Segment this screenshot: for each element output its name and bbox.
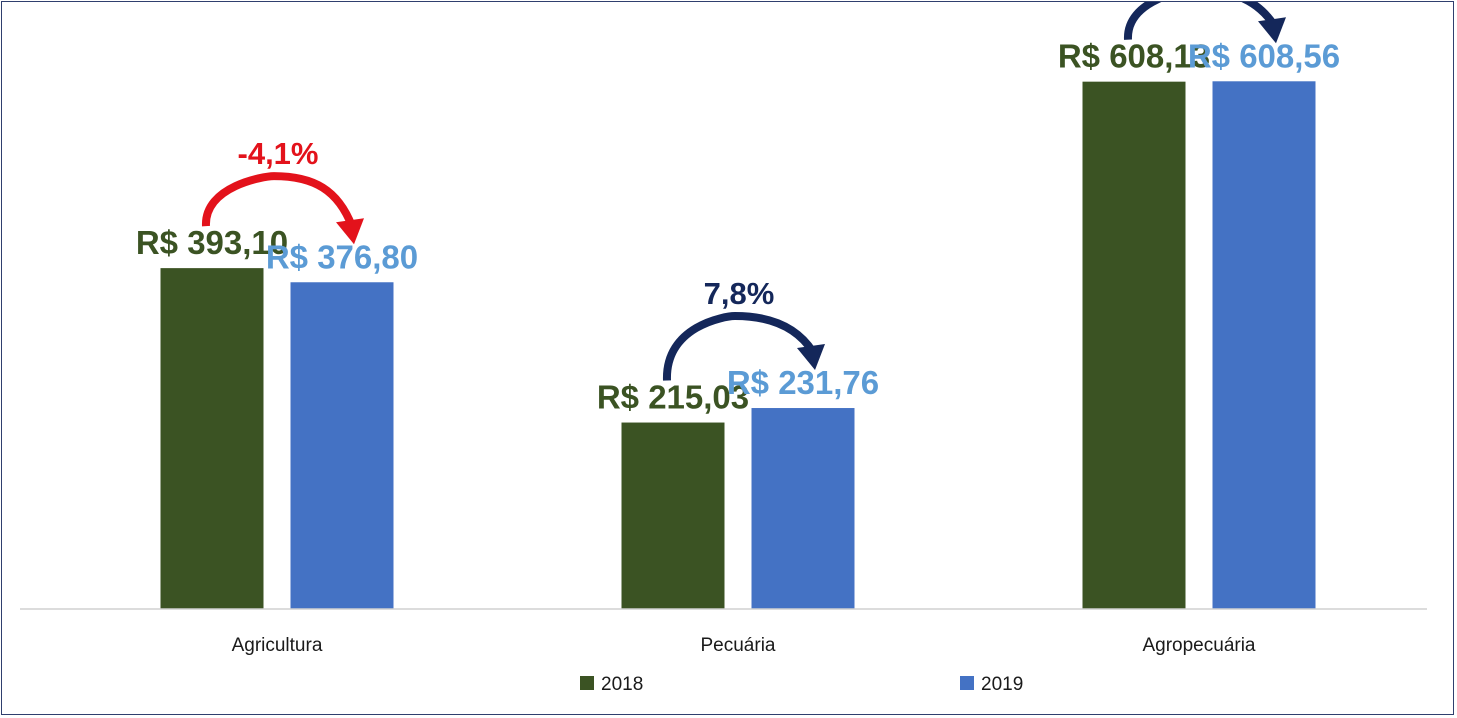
labels-layer: R$ 393,10R$ 376,80 -4,1% Agricultura R$ 215… — [136, 37, 1340, 656]
change-arrow-shaft — [1123, 2, 1278, 40]
change-label-pecuária: 7,8% — [704, 276, 775, 311]
change-arrow-pecuária — [662, 312, 825, 381]
change-arrow-shaft — [201, 172, 356, 228]
legend-label-2019: 2019 — [981, 674, 1023, 695]
legend-item-2018: 2018 — [580, 674, 643, 695]
legend-swatch-2018 — [580, 676, 594, 690]
change-arrow-shaft — [662, 312, 817, 381]
change-arrow-agricultura — [201, 172, 364, 245]
legend-label-2018: 2018 — [601, 674, 643, 695]
bar-2019-pecuária — [751, 408, 855, 609]
legend-item-2019: 2019 — [960, 674, 1023, 695]
change-arrow-head — [1258, 17, 1286, 44]
bar-2018-agropecuária — [1082, 81, 1186, 609]
data-label-2018-agropecuária: R$ 608,13 — [1058, 38, 1210, 75]
bar-2019-agropecuária — [1212, 81, 1316, 609]
category-label-agropecuária: Agropecuária — [1142, 635, 1255, 656]
change-arrow-head — [336, 218, 364, 245]
bar-2019-agricultura — [290, 282, 394, 609]
category-label-agricultura: Agricultura — [232, 635, 323, 656]
change-arrows-layer — [201, 2, 1286, 381]
data-label-2019-agropecuária: R$ 608,56 — [1188, 37, 1340, 74]
change-label-agricultura: -4,1% — [238, 136, 319, 171]
change-arrow-agropecuária — [1123, 2, 1286, 44]
bar-2018-pecuária — [621, 422, 725, 609]
change-arrow-head — [797, 344, 825, 371]
data-label-2018-pecuária: R$ 215,03 — [597, 379, 749, 416]
bar-2018-agricultura — [160, 268, 264, 609]
category-label-pecuária: Pecuária — [701, 635, 776, 656]
data-label-2018-agricultura: R$ 393,10 — [136, 224, 288, 261]
legend: 2018 2019 — [580, 674, 1023, 695]
data-label-2019-agricultura: R$ 376,80 — [266, 238, 418, 275]
legend-swatch-2019 — [960, 676, 974, 690]
bars-layer — [160, 81, 1316, 609]
data-label-2019-pecuária: R$ 231,76 — [727, 364, 879, 401]
